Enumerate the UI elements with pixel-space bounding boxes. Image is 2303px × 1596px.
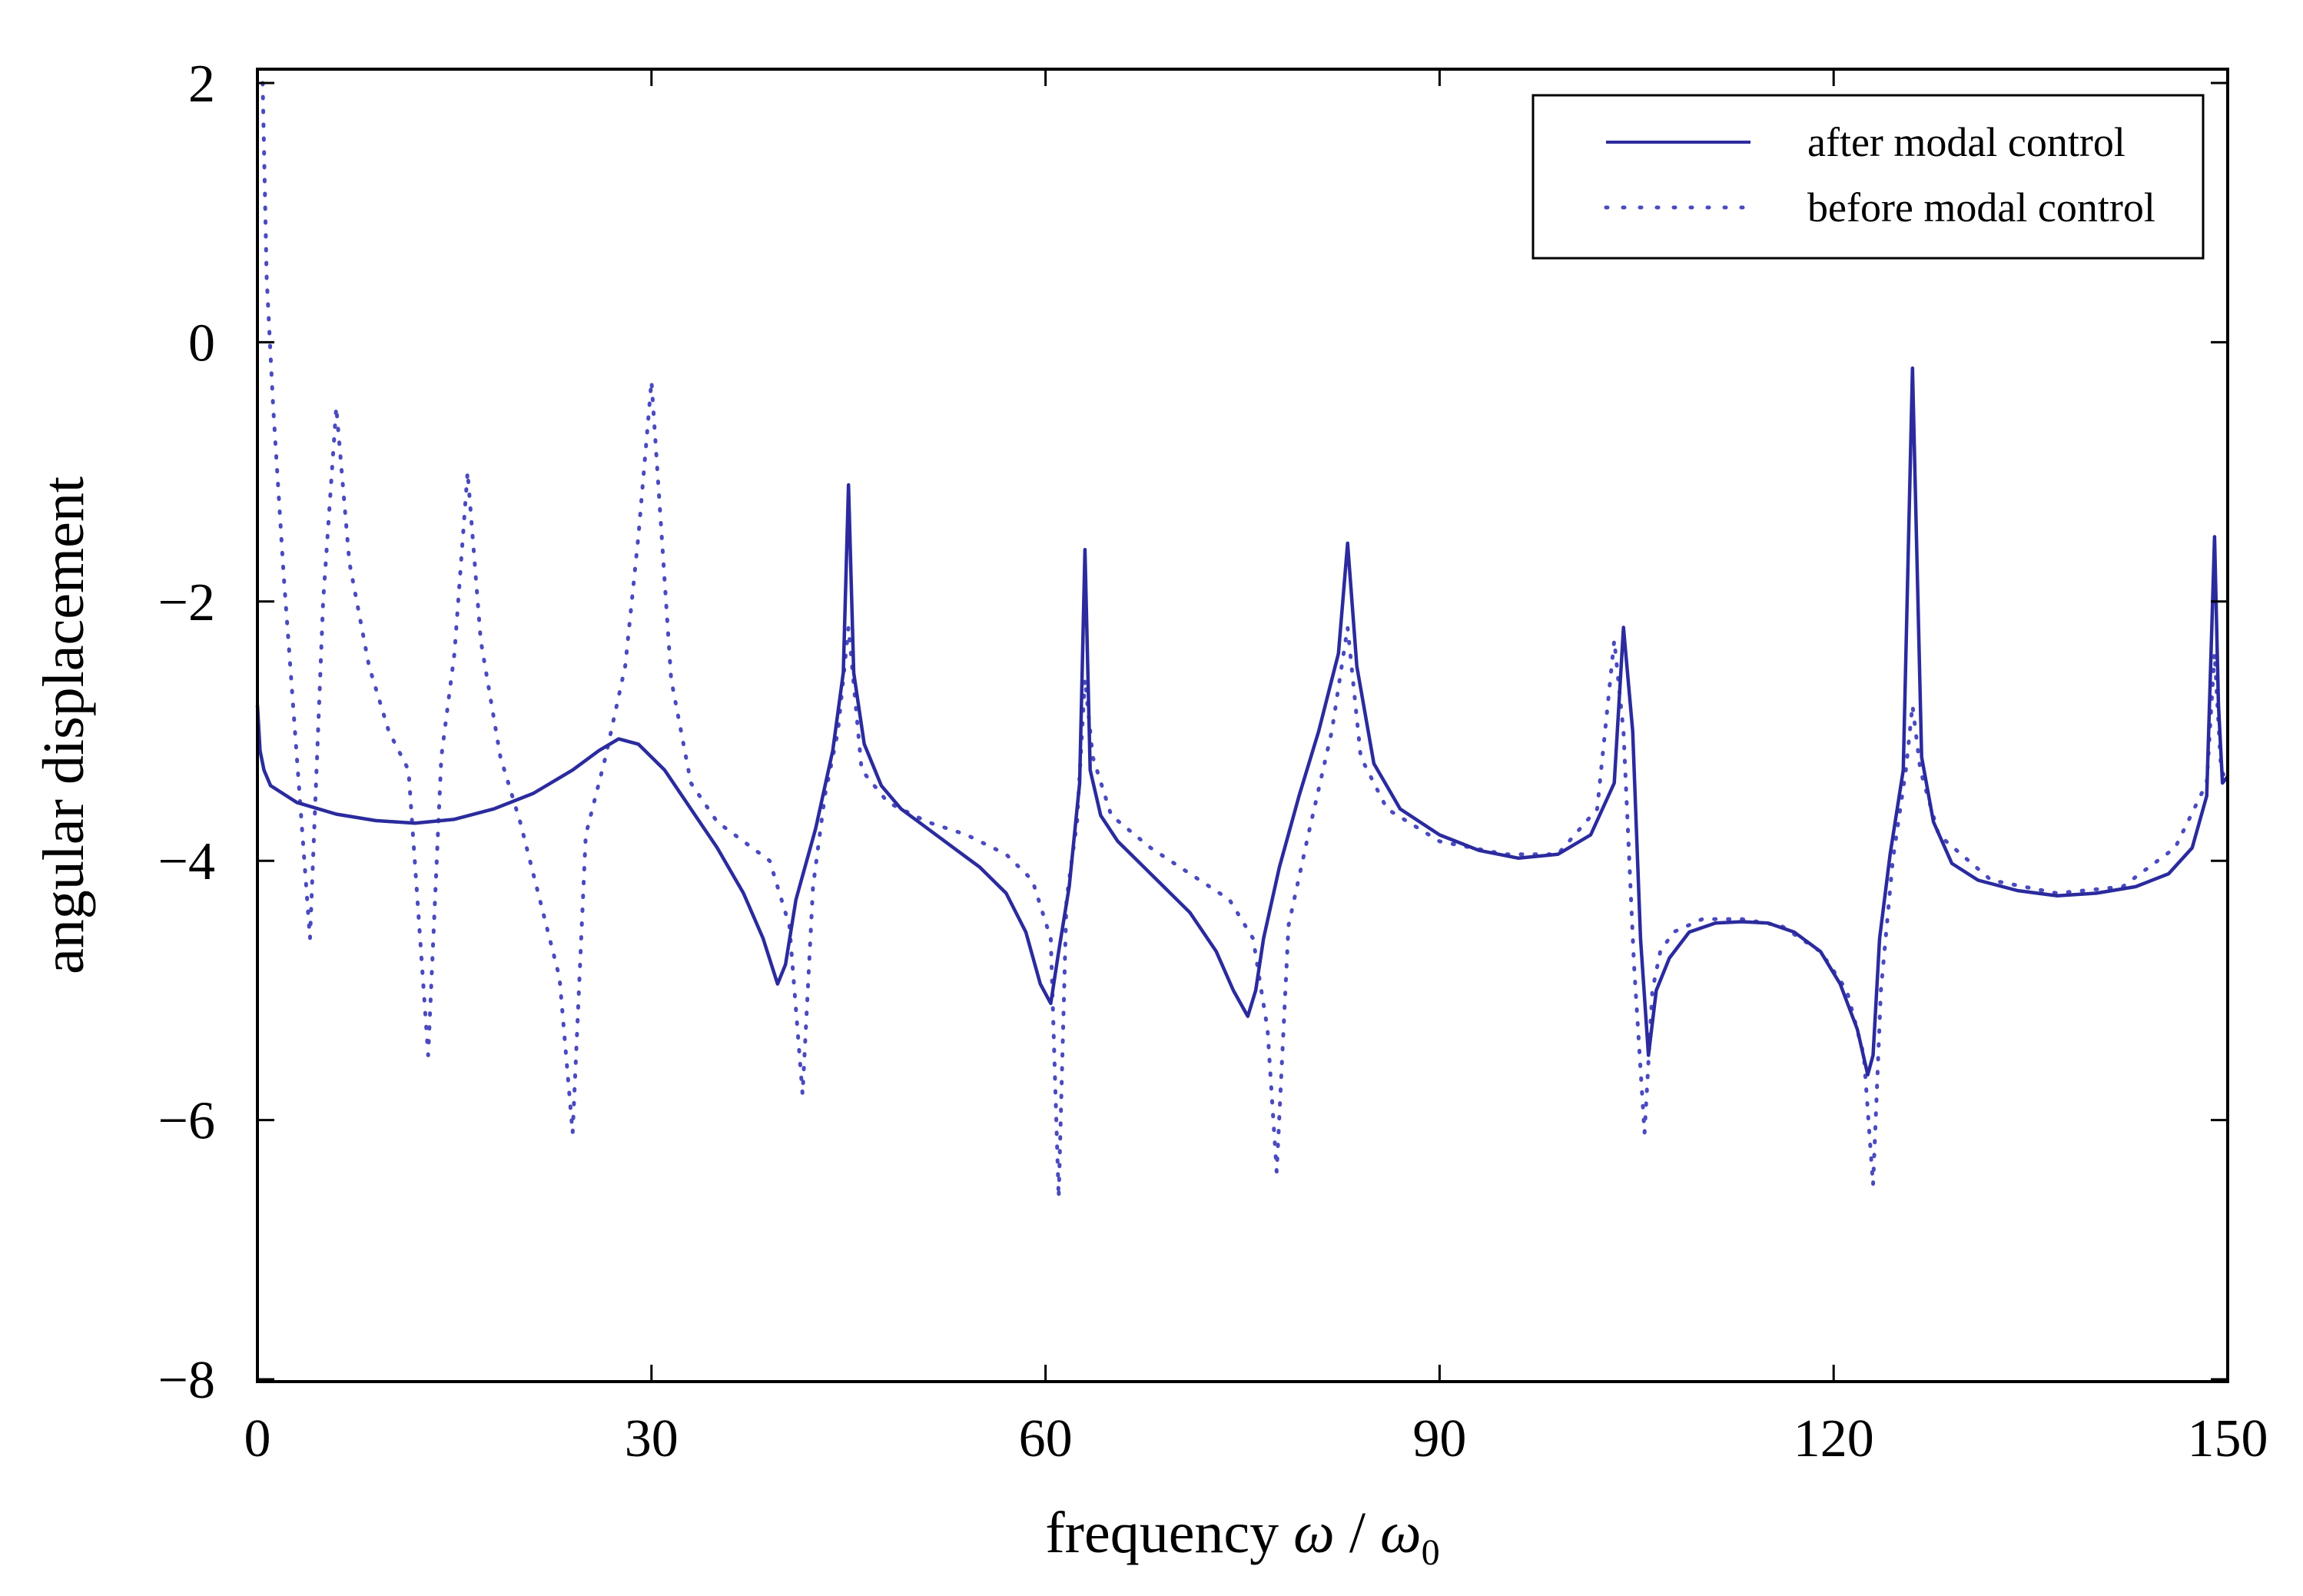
legend: after modal control before modal control	[1531, 94, 2205, 260]
legend-label-before: before modal control	[1807, 184, 2155, 231]
plot-frame	[256, 68, 2229, 1383]
x-tick-label: 90	[1412, 1409, 1466, 1468]
x-tick-label: 30	[625, 1409, 679, 1468]
x-axis-title-omega0: ω	[1380, 1501, 1422, 1565]
x-tick-label: 150	[2188, 1409, 2268, 1468]
x-axis-title-subscript: 0	[1422, 1532, 1440, 1573]
y-tick-label: −8	[158, 1351, 215, 1410]
ticks-layer: 0 30 60 90 120 150 2 0 −2 −4 −6 −8	[158, 55, 2268, 1468]
x-tick-label: 0	[244, 1409, 271, 1468]
y-axis-title: angular displacement	[32, 476, 96, 974]
x-axis-title: frequency ω / ω0	[1045, 1501, 1439, 1573]
y-tick-label: −6	[158, 1092, 215, 1151]
legend-label-after: after modal control	[1807, 119, 2125, 165]
y-tick-label: 0	[188, 314, 215, 373]
series-line-after-modal-control	[255, 366, 2229, 1077]
legend-box	[1531, 94, 2205, 260]
x-axis-title-omega: ω	[1293, 1501, 1335, 1565]
y-tick-label: 2	[188, 55, 215, 114]
y-tick-label: −4	[158, 832, 215, 891]
y-tick-label: −2	[158, 573, 215, 632]
x-axis-title-prefix: frequency	[1045, 1501, 1293, 1565]
x-axis-title-slash: /	[1335, 1501, 1380, 1565]
x-tick-label: 60	[1019, 1409, 1073, 1468]
x-tick-label: 120	[1794, 1409, 1874, 1468]
series-layer	[255, 81, 2230, 1200]
